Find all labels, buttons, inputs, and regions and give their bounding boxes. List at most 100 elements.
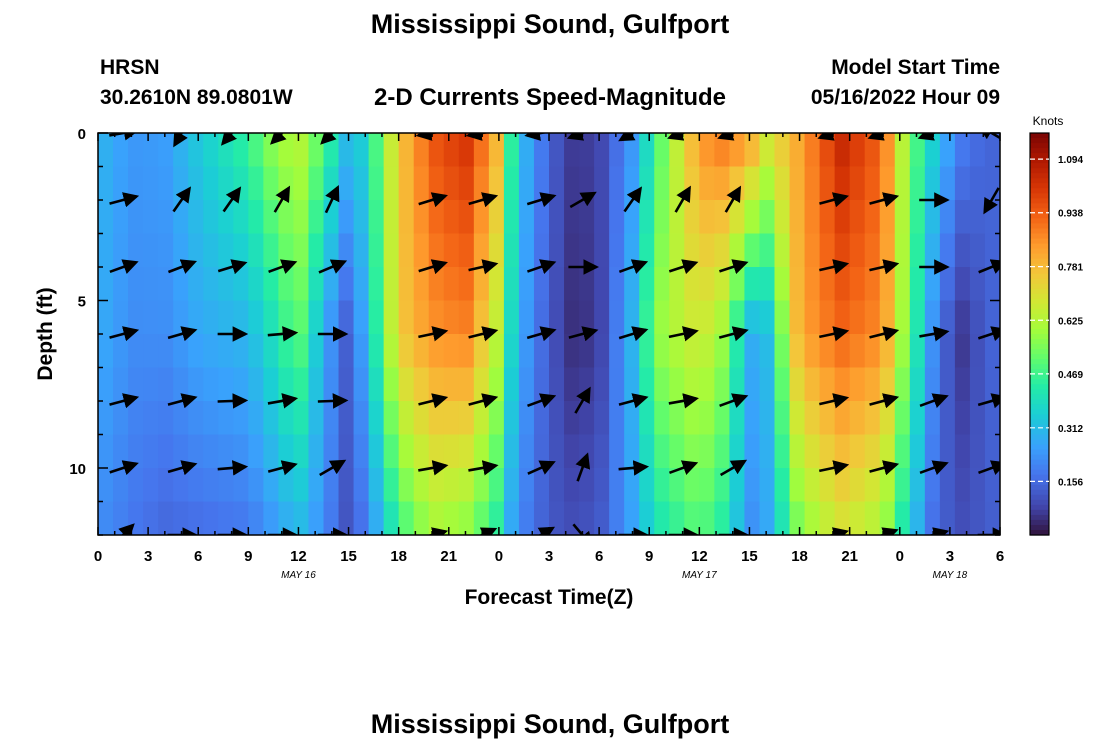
heatmap-cell	[639, 334, 655, 369]
heatmap-cell	[383, 200, 400, 235]
heatmap-cell	[98, 133, 114, 168]
heatmap-cell	[564, 133, 580, 168]
colorbar-segment	[1030, 303, 1049, 310]
x-tick-label: 15	[340, 548, 357, 565]
heatmap-cell	[969, 300, 986, 335]
heatmap-cell	[624, 367, 640, 402]
heatmap-cell	[518, 367, 535, 402]
heatmap-cell	[864, 501, 881, 535]
heatmap-cell	[128, 133, 144, 168]
heatmap-cell	[939, 133, 956, 168]
heatmap-cell	[323, 200, 340, 235]
heatmap-cell	[383, 300, 400, 335]
heatmap-cell	[624, 200, 640, 235]
current-vector-arrow	[919, 460, 949, 475]
heatmap-cell	[488, 267, 505, 302]
heatmap-cell	[804, 434, 821, 469]
heatmap-cell	[233, 334, 249, 369]
heatmap-cell	[849, 133, 866, 168]
heatmap-cell	[98, 501, 114, 535]
heatmap-cell	[308, 401, 325, 436]
heatmap-cell	[549, 434, 565, 469]
heatmap-cell	[954, 133, 971, 168]
heatmap-cell	[729, 166, 746, 201]
current-vector-arrow	[468, 259, 499, 275]
heatmap-cell	[639, 267, 655, 302]
heatmap-cell	[714, 233, 730, 268]
colorbar-segment	[1030, 233, 1049, 240]
current-vector-arrow	[270, 133, 287, 145]
heatmap-cell	[849, 200, 866, 235]
heatmap-cell	[669, 501, 685, 535]
heatmap-cell	[368, 166, 385, 201]
heatmap-cell	[413, 334, 430, 369]
heatmap-cell	[158, 367, 174, 402]
colorbar-segment	[1030, 494, 1049, 501]
heatmap-cell	[774, 501, 791, 535]
current-vector-arrow	[109, 460, 139, 476]
heatmap-cell	[428, 334, 445, 369]
heatmap-cell	[488, 233, 505, 268]
heatmap-cell	[398, 267, 415, 302]
heatmap-cell	[248, 468, 264, 503]
colorbar-segment	[1030, 243, 1049, 250]
colorbar-segment	[1030, 163, 1049, 169]
colorbar-segment	[1030, 238, 1049, 245]
current-vector-arrow	[217, 460, 249, 476]
current-vector-arrow	[418, 192, 448, 208]
heatmap-cell	[579, 367, 595, 402]
heatmap-cell	[443, 200, 460, 235]
heatmap-cell	[609, 267, 625, 302]
y-axis-label: Depth (ft)	[34, 287, 57, 380]
model-start-value: 05/16/2022 Hour 09	[810, 86, 1000, 109]
heatmap-cell	[744, 267, 761, 302]
colorbar-segment	[1030, 334, 1049, 340]
heatmap-cell	[864, 200, 881, 235]
heatmap-cell	[368, 367, 385, 402]
heatmap-cell	[398, 468, 415, 503]
heatmap-cell	[218, 300, 234, 335]
heatmap-cell	[639, 133, 655, 168]
heatmap-cell	[894, 367, 911, 402]
heatmap-cell	[308, 434, 325, 469]
heatmap-cell	[594, 367, 610, 402]
heatmap-cell	[503, 501, 520, 535]
heatmap-cell	[533, 367, 550, 402]
heatmap-cell	[413, 401, 430, 436]
current-vector-arrow	[267, 326, 299, 342]
colorbar-segment	[1030, 218, 1049, 225]
heatmap-cell	[338, 367, 355, 402]
colorbar-segment	[1030, 489, 1049, 496]
heatmap-cell	[248, 434, 264, 469]
heatmap-cell	[128, 468, 144, 503]
heatmap-cell	[879, 267, 896, 302]
heatmap-cell	[458, 401, 475, 436]
heatmap-cell	[278, 166, 295, 201]
heatmap-cell	[278, 334, 295, 369]
heatmap-cell	[714, 300, 730, 335]
current-vector-arrow	[418, 326, 449, 342]
heatmap-cell	[609, 133, 625, 168]
heatmap-cell	[413, 468, 430, 503]
heatmap-cell	[128, 367, 144, 402]
colorbar-segment	[1030, 148, 1049, 154]
heatmap-cell	[954, 200, 971, 235]
heatmap-cell	[624, 133, 640, 168]
heatmap-cell	[188, 267, 204, 302]
colorbar-tick-label: 0.156	[1058, 477, 1083, 488]
heatmap-cell	[413, 267, 430, 302]
heatmap-cell	[684, 233, 700, 268]
heatmap-cell	[954, 501, 971, 535]
heatmap-cell	[413, 166, 430, 201]
heatmap-cell	[263, 200, 279, 235]
current-vector-arrow	[109, 393, 140, 409]
current-vector-arrow	[468, 460, 499, 476]
heatmap-cell	[909, 434, 926, 469]
heatmap-cell	[969, 367, 986, 402]
heatmap-cell	[849, 300, 866, 335]
heatmap-cell	[293, 166, 310, 201]
x-tick-label: 12	[691, 548, 708, 565]
heatmap-cell	[639, 401, 655, 436]
heatmap-cell	[293, 334, 310, 369]
heatmap-cell	[984, 501, 1000, 535]
